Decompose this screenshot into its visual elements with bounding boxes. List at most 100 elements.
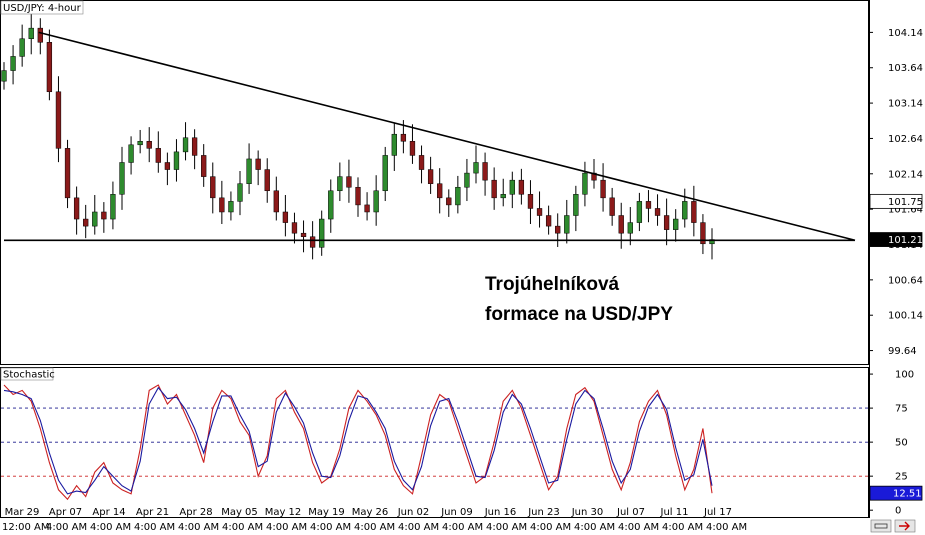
price-tick-label: 102.64 [888,134,923,145]
stochastic-line-1 [3,386,713,495]
price-tag-label: 101.75 [888,197,923,208]
candle-body [609,197,615,216]
candle-body [110,194,116,220]
candle-body [364,204,370,213]
annotation-line-2: formace na USD/JPY [485,304,673,325]
x-time-label: 4:00 AM [706,522,747,533]
x-date-label: Apr 21 [136,507,169,518]
price-tags: 101.75 101.21 [869,193,923,247]
candle-body [418,155,425,170]
chart-frame [0,0,925,518]
candle-body [55,91,62,149]
x-date-label: Jul 17 [703,507,732,518]
candle-body [228,201,234,213]
stochastic-levels [1,407,868,477]
candle-body [555,225,561,234]
x-time-label: 4:00 AM [574,522,615,533]
candle-body [509,179,515,195]
candle-body [319,218,325,248]
candle-body [473,162,479,174]
candle-body [1,70,7,82]
x-date-label: Jun 16 [484,507,517,518]
price-tag-box [869,193,923,209]
price-tick-label: 101.64 [888,205,923,216]
candle-body [500,194,506,199]
x-time-label: 4:00 AM [486,522,527,533]
candle-body [282,211,289,223]
stochastic-tick-label: 75 [895,404,908,415]
candle-body [191,137,198,156]
candle-body [645,201,652,209]
candle-body [309,236,316,248]
price-chart-title: USD/JPY: 4-hour [3,3,82,14]
price-candles [1,11,715,260]
candle-body [691,201,697,223]
candle-body [700,222,706,245]
candle-body [600,179,606,199]
candle-body [545,215,552,227]
x-time-label: 4:00 AM [398,522,439,533]
candle-body [273,190,279,213]
candle-body [291,222,298,234]
price-tag-label: 101.21 [888,235,923,246]
candle-body [491,179,497,199]
candle-body [146,141,152,149]
candle-body [409,141,416,156]
candle-body [564,215,570,234]
stochastic-tick-label: 100 [895,370,914,381]
scroll-settings-icon[interactable] [870,519,892,533]
candle-body [337,176,343,192]
candle-body [527,194,534,209]
candle-body [627,222,633,234]
x-date-label: May 12 [265,507,302,518]
trendlines [4,31,856,242]
candle-body [255,158,261,170]
x-time-label: 4:00 AM [266,522,307,533]
candle-body [582,172,588,195]
candle-body [264,169,270,192]
x-time-label: 4:00 AM [618,522,659,533]
candle-body [427,169,434,184]
x-time-label: 12:00 AM [2,522,49,533]
price-tag-box [869,232,923,247]
candle-body [64,148,71,199]
x-date-label: May 26 [352,507,389,518]
price-axis-strip [869,0,925,518]
x-date-label: May 19 [308,507,345,518]
x-date-label: Jun 23 [527,507,560,518]
x-date-label: Jun 02 [397,507,430,518]
candle-body [128,144,134,163]
price-tick-label: 104.14 [888,28,923,39]
price-panel-border [0,0,869,365]
scroll-right-icon[interactable] [894,519,916,533]
candle-body [219,197,225,213]
candle-body [37,27,43,43]
candle-body [682,201,688,220]
trendline-resistance[interactable] [38,31,856,242]
stochastic-current-box [869,485,923,501]
x-time-label: 4:00 AM [662,522,703,533]
candle-body [373,190,379,213]
candle-body [237,183,243,202]
candle-body [28,27,34,39]
price-tick-label: 99.64 [888,346,917,357]
candle-body [446,197,452,206]
x-date-label: Jun 09 [440,507,473,518]
candle-body [464,172,470,188]
x-time-label: 4:00 AM [442,522,483,533]
candle-body [73,197,80,220]
stochastic-lines [3,384,713,501]
candle-body [137,141,143,146]
candle-body [182,137,189,153]
price-tick-label: 103.64 [888,63,923,74]
candle-body [328,190,334,220]
stochastic-title-box: Stochastic [0,367,55,381]
x-date-label: Apr 07 [49,507,82,518]
price-tick-label: 100.64 [888,275,923,286]
price-title-box: USD/JPY: 4-hour [0,0,84,15]
price-tick-label: 102.14 [888,169,923,180]
candle-body [536,208,543,216]
stochastic-current-label: 12.51 [893,489,922,500]
candle-body [573,194,579,216]
